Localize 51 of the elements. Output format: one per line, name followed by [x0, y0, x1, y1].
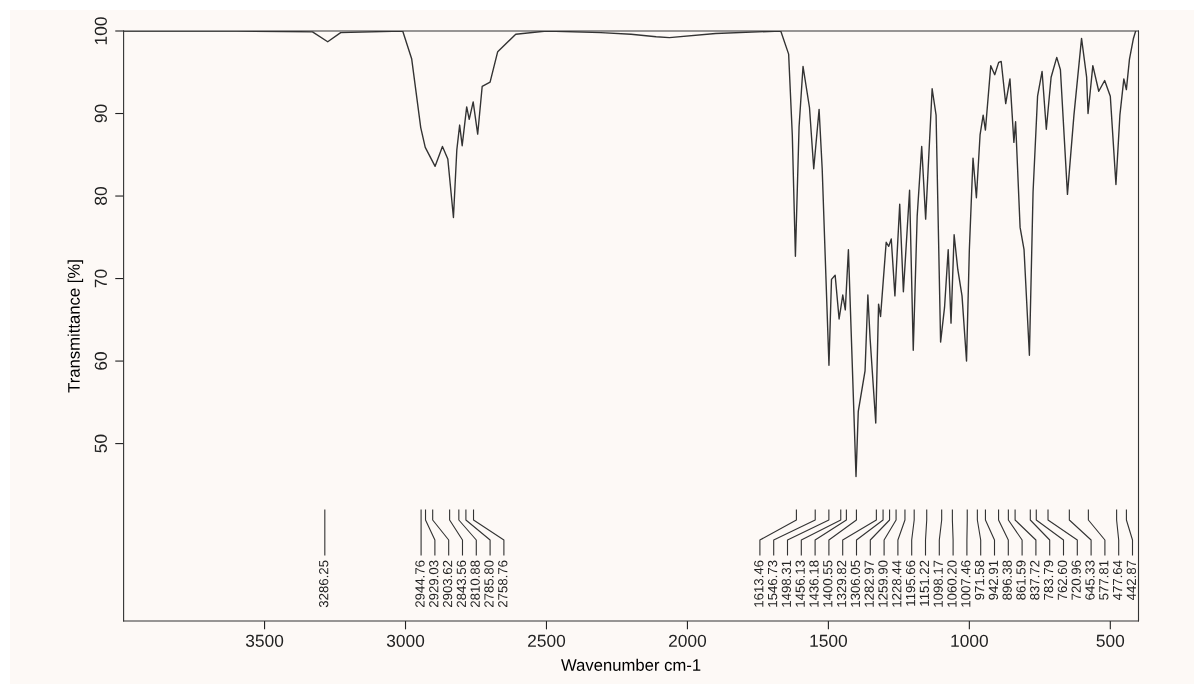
- annotation: 1259.90: [878, 560, 888, 607]
- annotation: 3286.25: [319, 560, 329, 608]
- x-tick-label: 3000: [386, 634, 425, 647]
- annotation: 1306.05: [850, 560, 861, 607]
- y-tick-label: 90: [94, 104, 107, 123]
- annotation: 2843.56: [456, 560, 467, 608]
- annotation: 1060.20: [947, 560, 957, 607]
- annotation: 2944.76: [415, 560, 425, 608]
- x-tick-label: 2500: [528, 634, 566, 647]
- y-tick-label: 50: [94, 434, 107, 453]
- y-tick-label: 80: [94, 187, 107, 205]
- annotation: 1613.46: [754, 560, 764, 607]
- annotation: 1400.55: [823, 560, 833, 607]
- annotation: 577.81: [1099, 560, 1109, 600]
- annotation: 2929.03: [429, 560, 439, 608]
- annotation: 1151.22: [919, 560, 930, 606]
- annotation: 1228.44: [892, 560, 902, 607]
- annotation: 1498.31: [781, 560, 792, 607]
- annotation: 2903.62: [442, 560, 453, 608]
- y-tick-label: 60: [94, 352, 107, 370]
- annotation: 896.38: [1002, 560, 1012, 600]
- annotation: 971.58: [974, 560, 985, 600]
- annotation: 1329.82: [836, 560, 847, 607]
- x-tick-label: 500: [1096, 634, 1125, 647]
- x-tick-label: 3500: [245, 634, 284, 647]
- annotation: 645.33: [1085, 560, 1095, 600]
- annotation: 1456.13: [795, 560, 805, 607]
- annotation: 2758.76: [498, 560, 508, 608]
- annotation: 837.72: [1030, 560, 1040, 600]
- annotation: 442.87: [1126, 560, 1137, 601]
- annotation: 1436.18: [809, 560, 819, 607]
- annotation: 1546.73: [767, 560, 778, 607]
- annotation: 720.96: [1071, 560, 1081, 600]
- annotation: 762.60: [1057, 560, 1068, 600]
- x-tick-label: 2000: [669, 634, 707, 647]
- annotation: 1282.97: [864, 560, 874, 607]
- annotation: 942.91: [988, 560, 999, 600]
- annotation: 477.64: [1112, 560, 1123, 601]
- x-tick-label: 1000: [951, 634, 988, 647]
- annotation: 1007.46: [961, 560, 971, 607]
- annotation: 1098.17: [933, 560, 943, 607]
- annotation: 2810.88: [470, 560, 480, 608]
- x-axis-title: Wavenumber cm-1: [561, 658, 701, 671]
- x-tick-label: 1500: [810, 634, 848, 647]
- annotation: 783.79: [1043, 560, 1054, 600]
- annotation: 1195.66: [905, 560, 916, 606]
- y-tick-label: 70: [94, 269, 107, 288]
- annotation: 2785.80: [484, 560, 494, 608]
- y-axis-title: Transmittance [%]: [67, 260, 84, 393]
- annotation: 861.59: [1016, 560, 1026, 600]
- y-tick-label: 100: [94, 17, 107, 45]
